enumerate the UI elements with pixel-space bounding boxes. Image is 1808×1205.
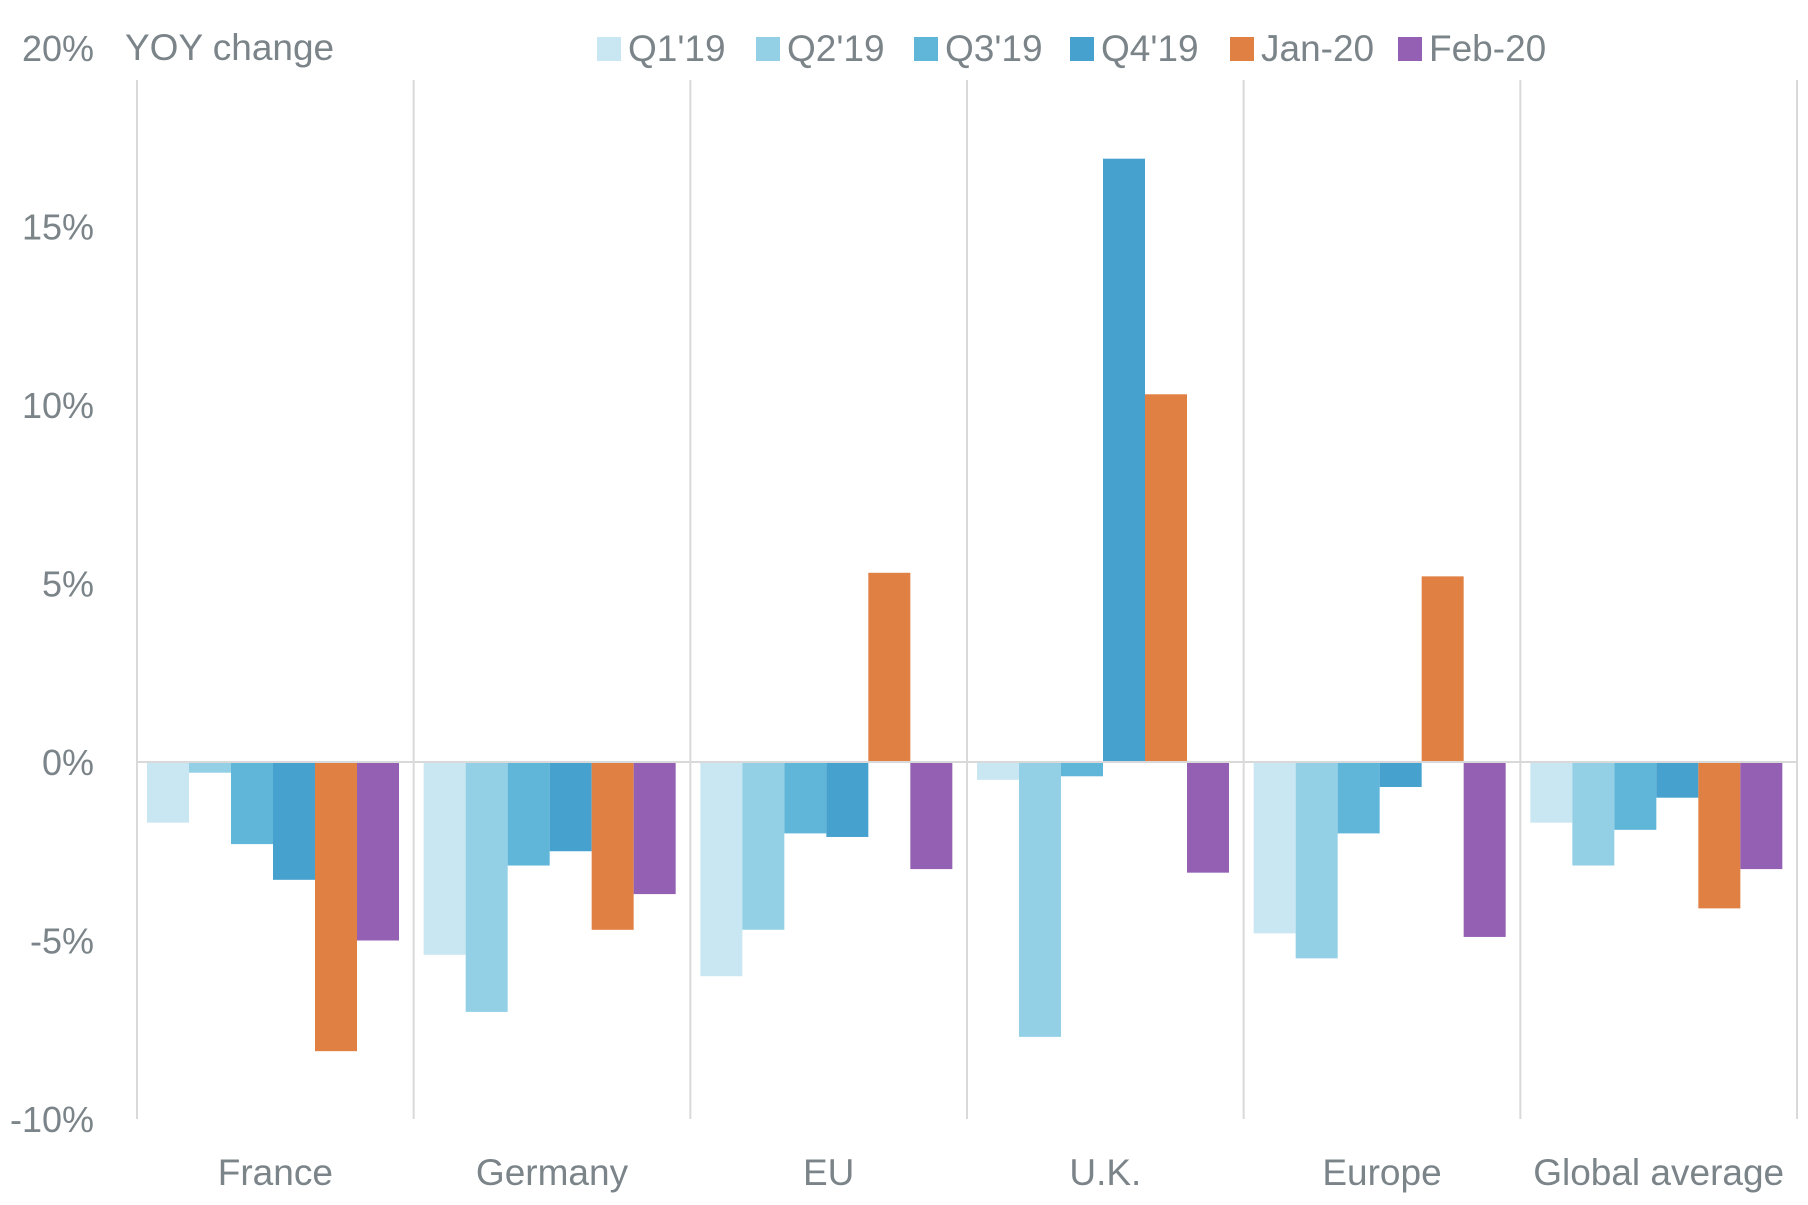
legend-label: Jan-20 xyxy=(1261,28,1374,69)
bar-Q2'19-EU xyxy=(742,762,785,930)
bar-Jan-20-France xyxy=(315,762,357,1052)
y-tick-label: -5% xyxy=(30,921,94,962)
bar-Jan-20-U.K. xyxy=(1145,394,1187,762)
bar-Q4'19-Germany xyxy=(549,762,592,852)
bar-Q2'19-France xyxy=(189,762,231,773)
legend-item-Jan-20: Jan-20 xyxy=(1230,28,1374,69)
bar-Q1'19-France xyxy=(147,762,189,823)
bar-Jan-20-Germany xyxy=(591,762,634,930)
legend-label: Q1'19 xyxy=(628,28,726,69)
legend-swatch xyxy=(1070,37,1094,61)
x-tick-label: France xyxy=(218,1152,333,1193)
legend-swatch xyxy=(1230,37,1254,61)
x-tick-label: Global average xyxy=(1533,1152,1784,1193)
bar-Jan-20-Global average xyxy=(1698,762,1741,909)
x-tick-label: Germany xyxy=(476,1152,629,1193)
bar-Feb-20-Germany xyxy=(633,762,676,895)
legend-swatch xyxy=(756,37,780,61)
bar-Feb-20-Europe xyxy=(1463,762,1506,937)
x-tick-label: Europe xyxy=(1322,1152,1441,1193)
legend-label: Q4'19 xyxy=(1101,28,1199,69)
bar-Q4'19-EU xyxy=(826,762,869,837)
bar-Q3'19-France xyxy=(231,762,273,845)
x-tick-label: EU xyxy=(803,1152,854,1193)
bar-Q1'19-U.K. xyxy=(977,762,1019,780)
legend-swatch xyxy=(1398,37,1422,61)
bar-Q3'19-Europe xyxy=(1337,762,1380,834)
bar-Feb-20-Global average xyxy=(1740,762,1783,870)
bar-Q3'19-Germany xyxy=(507,762,550,866)
bar-Jan-20-Europe xyxy=(1421,576,1464,762)
bar-Q3'19-U.K. xyxy=(1061,762,1103,777)
y-tick-label: 10% xyxy=(22,385,94,426)
bar-Feb-20-EU xyxy=(910,762,953,870)
y-axis-label: YOY change xyxy=(125,27,334,68)
x-tick-label: U.K. xyxy=(1069,1152,1141,1193)
legend-label: Feb-20 xyxy=(1429,28,1546,69)
bar-Q1'19-Global average xyxy=(1530,762,1573,823)
bar-Q1'19-EU xyxy=(700,762,743,977)
bar-Q1'19-Europe xyxy=(1253,762,1296,934)
legend-label: Q3'19 xyxy=(945,28,1043,69)
legend-label: Q2'19 xyxy=(787,28,885,69)
legend-item-Q3'19: Q3'19 xyxy=(914,28,1043,69)
legend-item-Feb-20: Feb-20 xyxy=(1398,28,1546,69)
legend-swatch xyxy=(597,37,621,61)
bar-Q2'19-Germany xyxy=(465,762,508,1012)
y-tick-label: 0% xyxy=(42,742,94,783)
y-tick-label: 15% xyxy=(22,207,94,248)
bar-Q4'19-Global average xyxy=(1656,762,1699,798)
bar-Jan-20-EU xyxy=(868,572,911,762)
y-tick-label: 5% xyxy=(42,564,94,605)
legend-item-Q4'19: Q4'19 xyxy=(1070,28,1199,69)
bar-Q3'19-EU xyxy=(784,762,827,834)
legend-item-Q1'19: Q1'19 xyxy=(597,28,726,69)
legend-swatch xyxy=(914,37,938,61)
bar-Feb-20-U.K. xyxy=(1187,762,1229,873)
bar-Q2'19-U.K. xyxy=(1019,762,1061,1037)
bar-Q4'19-Europe xyxy=(1379,762,1422,787)
bar-Q4'19-U.K. xyxy=(1103,158,1145,763)
legend-item-Q2'19: Q2'19 xyxy=(756,28,885,69)
bar-Feb-20-France xyxy=(357,762,399,941)
bar-Q3'19-Global average xyxy=(1614,762,1657,830)
bar-Q2'19-Global average xyxy=(1572,762,1615,866)
y-tick-label: 20% xyxy=(22,28,94,69)
bar-Q4'19-France xyxy=(273,762,315,880)
bar-Q2'19-Europe xyxy=(1295,762,1338,959)
bar-Q1'19-Germany xyxy=(423,762,466,955)
y-tick-label: -10% xyxy=(10,1099,94,1140)
